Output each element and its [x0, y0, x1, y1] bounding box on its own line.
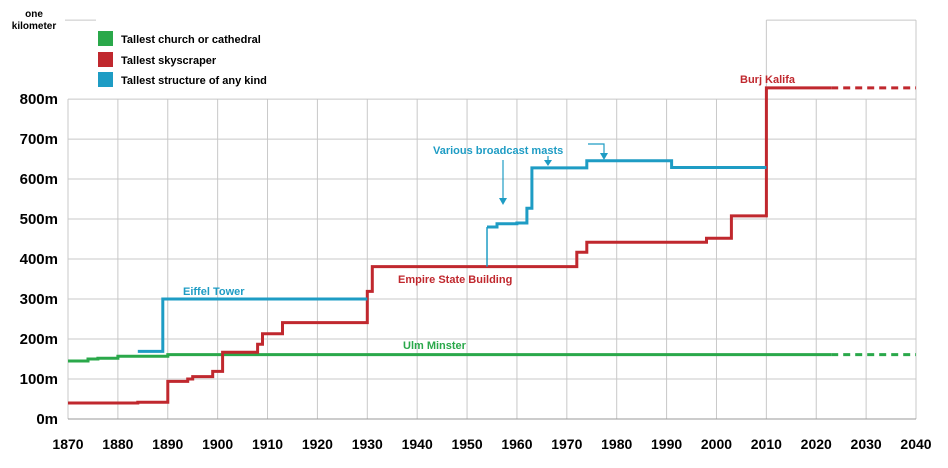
- series-layer: [68, 86, 916, 405]
- x-tick-label-1920: 1920: [302, 436, 333, 452]
- y-tick-label-400: 400m: [20, 251, 58, 268]
- x-tick-label-1980: 1980: [601, 436, 632, 452]
- kilometer-box: [65, 19, 917, 100]
- x-tick-label-1910: 1910: [252, 436, 283, 452]
- annotation-burj-kalifa: Burj Kalifa: [740, 74, 796, 86]
- x-tick-label-2030: 2030: [851, 436, 882, 452]
- mast-arrow-1-head: [499, 198, 507, 205]
- x-tick-label-1940: 1940: [402, 436, 433, 452]
- x-axis-ticks: 1870 1880 1890 1900 1910 1920 1930 1940 1950 1960…: [52, 436, 931, 452]
- legend-label-skyscraper: Tallest skyscraper: [121, 55, 217, 67]
- annotation-various-broadcast-masts: Various broadcast masts: [433, 145, 563, 157]
- annotation-layer: Eiffel Tower Various broadcast masts Ulm M…: [183, 74, 796, 352]
- series-church-line: [68, 353, 832, 363]
- x-tick-label-1890: 1890: [152, 436, 183, 452]
- series-structure-line-2: [487, 159, 767, 229]
- x-tick-label-1960: 1960: [501, 436, 532, 452]
- annotation-eiffel-tower: Eiffel Tower: [183, 286, 245, 298]
- y-tick-label-800: 800m: [20, 91, 58, 108]
- y-tick-label-100: 100m: [20, 371, 58, 388]
- y-tick-label-500: 500m: [20, 211, 58, 228]
- legend-label-structure: Tallest structure of any kind: [121, 75, 267, 87]
- x-tick-label-2000: 2000: [701, 436, 732, 452]
- annotation-ulm-minster: Ulm Minster: [403, 340, 467, 352]
- y-tick-label-300: 300m: [20, 291, 58, 308]
- legend-label-church: Tallest church or cathedral: [121, 34, 261, 46]
- x-tick-label-1950: 1950: [451, 436, 482, 452]
- x-tick-label-1880: 1880: [102, 436, 133, 452]
- x-tick-label-2040: 2040: [900, 436, 931, 452]
- legend-swatch-skyscraper: [98, 52, 113, 67]
- y-axis-ticks: 0m 100m 200m 300m 400m 500m 600m 700m 800m: [20, 91, 58, 428]
- series-skyscraper-line: [68, 86, 832, 405]
- y-axis-label-line1: one: [25, 9, 43, 20]
- annotation-empire-state-building: Empire State Building: [398, 274, 512, 286]
- mast-arrow-3-head: [600, 153, 608, 160]
- x-tick-label-1970: 1970: [551, 436, 582, 452]
- legend: Tallest church or cathedral Tallest skys…: [98, 31, 267, 87]
- x-tick-label-2010: 2010: [751, 436, 782, 452]
- legend-swatch-church: [98, 31, 113, 46]
- y-tick-label-600: 600m: [20, 171, 58, 188]
- x-tick-label-1990: 1990: [651, 436, 682, 452]
- y-tick-label-700: 700m: [20, 131, 58, 148]
- y-tick-label-200: 200m: [20, 331, 58, 348]
- legend-swatch-structure: [98, 72, 113, 87]
- series-structure-line: [137, 297, 368, 353]
- grid: [67, 98, 917, 420]
- y-tick-label-0: 0m: [36, 411, 58, 428]
- x-tick-label-1900: 1900: [202, 436, 233, 452]
- x-tick-label-1870: 1870: [52, 436, 83, 452]
- y-axis-label-line2: kilometer: [12, 21, 57, 32]
- mast-arrow-2-head: [544, 160, 552, 166]
- x-tick-label-2020: 2020: [801, 436, 832, 452]
- mast-arrow-3-shaft: [588, 143, 605, 154]
- x-tick-label-1930: 1930: [352, 436, 383, 452]
